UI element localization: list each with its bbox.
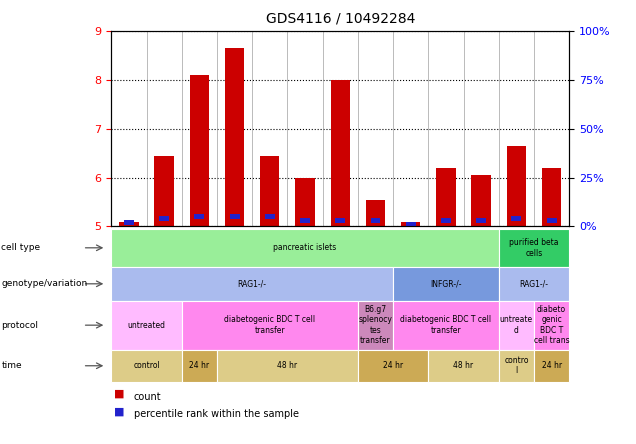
Bar [436,168,455,226]
Bar [300,218,310,223]
Text: 24 hr: 24 hr [541,361,562,370]
Text: 48 hr: 48 hr [453,361,474,370]
Bar [119,222,139,226]
Bar [265,214,275,219]
Text: untreated: untreated [128,321,165,329]
Text: diabetogenic BDC T cell
transfer: diabetogenic BDC T cell transfer [401,316,492,335]
Text: INFGR-/-: INFGR-/- [430,279,462,288]
Text: contro
l: contro l [504,356,529,376]
Bar [155,156,174,226]
Text: ■: ■ [114,388,125,399]
Bar [476,218,486,223]
Text: diabetogenic BDC T cell
transfer: diabetogenic BDC T cell transfer [225,316,315,335]
Bar [471,175,491,226]
Bar [335,218,345,223]
Text: 24 hr: 24 hr [190,361,209,370]
Text: purified beta
cells: purified beta cells [509,238,559,258]
Text: RAG1-/-: RAG1-/- [520,279,548,288]
Bar [195,214,204,219]
Text: protocol: protocol [1,321,38,329]
Text: pancreatic islets: pancreatic islets [273,243,336,252]
Bar [331,80,350,226]
Bar [441,218,451,223]
Text: 24 hr: 24 hr [383,361,403,370]
Text: control: control [133,361,160,370]
Bar [507,146,526,226]
Bar [366,200,385,226]
Text: GDS4116 / 10492284: GDS4116 / 10492284 [266,11,415,25]
Bar [542,168,562,226]
Text: 48 hr: 48 hr [277,361,298,370]
Bar [511,216,522,221]
Bar [230,214,240,219]
Bar [260,156,279,226]
Bar [401,222,420,226]
Bar [406,222,416,227]
Text: genotype/variation: genotype/variation [1,279,88,288]
Text: time: time [1,361,22,370]
Bar [295,178,315,226]
Text: count: count [134,392,161,402]
Bar [225,48,244,226]
Text: percentile rank within the sample: percentile rank within the sample [134,409,298,420]
Bar [124,220,134,225]
Text: diabeto
genic
BDC T
cell trans: diabeto genic BDC T cell trans [534,305,569,345]
Text: cell type: cell type [1,243,41,252]
Text: RAG1-/-: RAG1-/- [238,279,266,288]
Bar [547,218,556,223]
Bar [159,216,169,221]
Bar [190,75,209,226]
Bar [371,218,380,223]
Text: untreate
d: untreate d [500,316,533,335]
Text: B6.g7
splenocy
tes
transfer: B6.g7 splenocy tes transfer [359,305,392,345]
Text: ■: ■ [114,406,125,416]
